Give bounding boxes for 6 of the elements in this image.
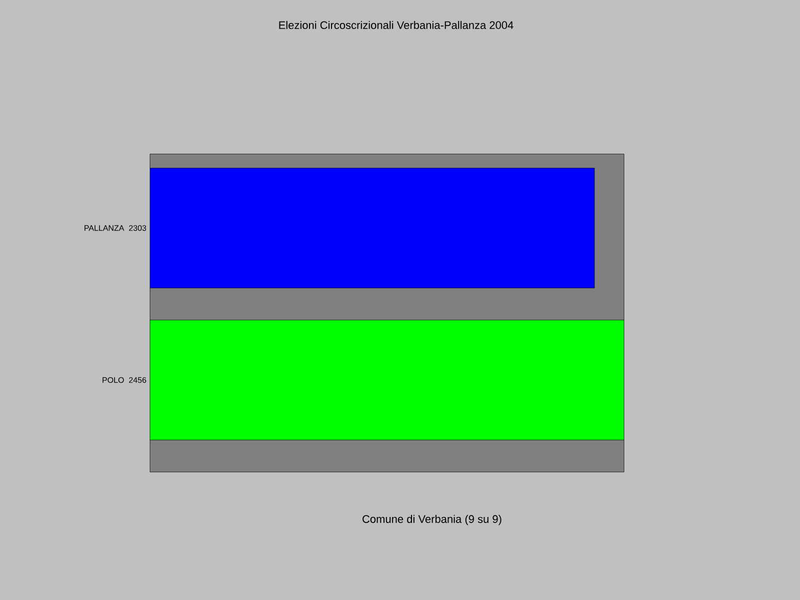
chart-title: Elezioni Circoscrizionali Verbania-Pallanza 2004 [279,20,514,30]
y-tick-label: POLO [102,377,124,383]
x-axis-title: Comune di Verbania (9 su 9) [362,514,502,526]
data-label: 2303 [129,225,146,231]
y-tick-label: PALLANZA [84,225,124,231]
data-label: 2456 [129,377,146,383]
